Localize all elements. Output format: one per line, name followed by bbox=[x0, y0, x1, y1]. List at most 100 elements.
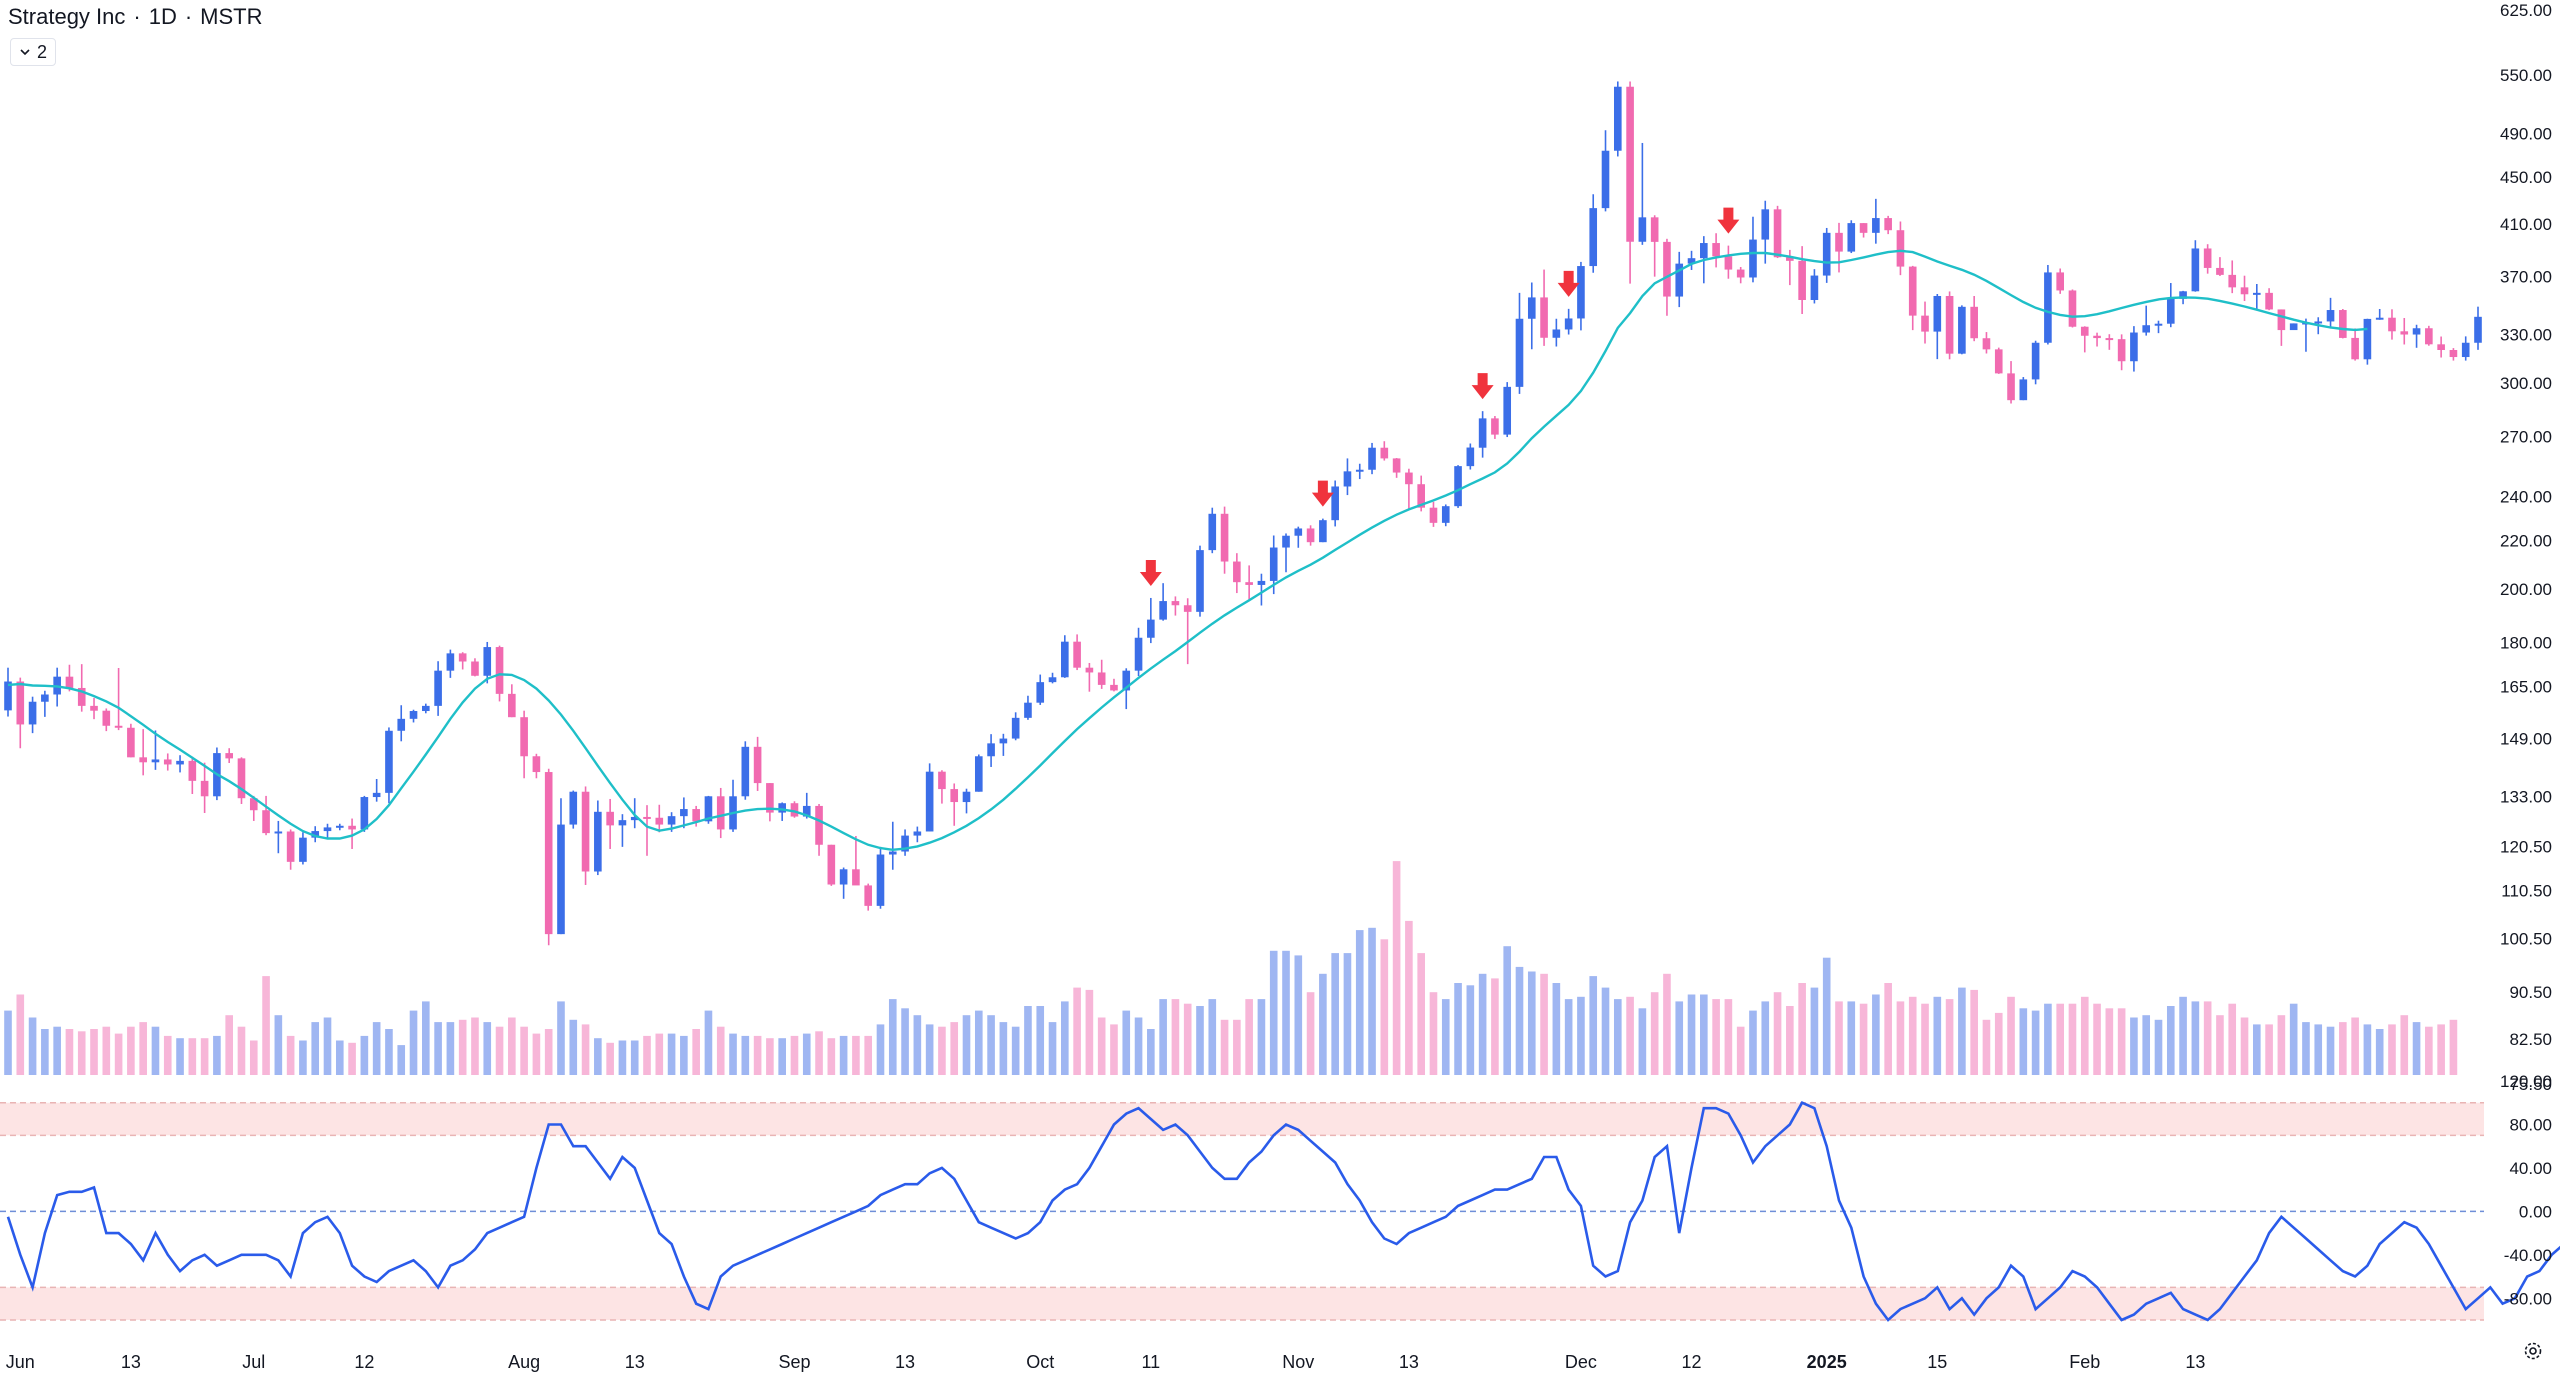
indicators-toggle-button[interactable]: 2 bbox=[10, 38, 57, 66]
volume-bar bbox=[90, 1029, 98, 1075]
candle-body bbox=[483, 647, 492, 676]
volume-bar bbox=[2400, 1015, 2409, 1075]
price-tick-label: 180.00 bbox=[2500, 634, 2552, 653]
candle-body bbox=[1380, 447, 1389, 459]
candle-body bbox=[1859, 223, 1868, 233]
volume-bar bbox=[2252, 1024, 2261, 1075]
candle-body bbox=[1970, 306, 1978, 339]
candle-body bbox=[1319, 520, 1327, 543]
oscillator-line bbox=[6, 1101, 2560, 1322]
volume-bar bbox=[1540, 973, 1548, 1075]
candle-body bbox=[2068, 290, 2077, 327]
volume-bar bbox=[114, 1033, 123, 1075]
time-tick-label: Jun bbox=[6, 1352, 35, 1372]
price-tick-label: 120.50 bbox=[2500, 837, 2552, 856]
candle-body bbox=[2240, 287, 2249, 295]
volume-bar bbox=[1220, 1019, 1229, 1075]
volume-bar bbox=[2240, 1017, 2249, 1075]
price-tick-label: 82.50 bbox=[2509, 1030, 2552, 1049]
time-tick-label: 13 bbox=[1399, 1352, 1419, 1372]
candle-body bbox=[630, 816, 639, 821]
volume-bar bbox=[385, 1029, 393, 1075]
volume-bar bbox=[1319, 973, 1327, 1075]
candle-body bbox=[2375, 317, 2384, 320]
price-tick-label: 625.00 bbox=[2500, 1, 2552, 20]
candle-body bbox=[1024, 702, 1032, 718]
volume-bar bbox=[1208, 999, 1217, 1075]
volume-bar bbox=[1429, 992, 1438, 1075]
candle-body bbox=[1122, 670, 1131, 691]
signal-arrow-icon bbox=[1471, 373, 1494, 400]
volume-bar bbox=[1282, 950, 1290, 1075]
volume-bar bbox=[729, 1033, 737, 1075]
candle-body bbox=[1958, 306, 1966, 354]
candle-body bbox=[151, 759, 160, 763]
candle-body bbox=[2203, 248, 2212, 268]
volume-bar bbox=[151, 1026, 160, 1075]
volume-bar bbox=[1478, 973, 1487, 1075]
candle-body bbox=[4, 681, 12, 711]
candle-body bbox=[802, 805, 811, 817]
candle-body bbox=[1589, 208, 1598, 267]
volume-bar bbox=[2388, 1024, 2396, 1075]
settings-button[interactable] bbox=[2520, 1340, 2546, 1366]
volume-bar bbox=[200, 1038, 209, 1075]
candle-body bbox=[790, 803, 799, 817]
volume-bar bbox=[188, 1038, 197, 1075]
price-tick-label: 165.00 bbox=[2500, 678, 2552, 697]
candle-body bbox=[1896, 230, 1905, 267]
volume-bar bbox=[1921, 1003, 1929, 1075]
volume-bar bbox=[1122, 1010, 1131, 1075]
candle-body bbox=[2449, 350, 2458, 358]
volume-bar bbox=[2351, 1017, 2359, 1075]
volume-bar bbox=[2265, 1024, 2273, 1075]
volume-bar bbox=[741, 1035, 750, 1075]
volume-bar bbox=[213, 1035, 221, 1075]
volume-bar bbox=[77, 1031, 86, 1075]
candle-body bbox=[581, 791, 590, 872]
volume-bar bbox=[323, 1017, 332, 1075]
candle-body bbox=[1085, 667, 1094, 673]
price-tick-label: 490.00 bbox=[2500, 125, 2552, 144]
volume-bar bbox=[1613, 999, 1622, 1075]
volume-bars bbox=[4, 861, 2458, 1075]
time-tick-label: 13 bbox=[2185, 1352, 2205, 1372]
volume-bar bbox=[1847, 1001, 1856, 1075]
volume-bar bbox=[606, 1042, 614, 1075]
candle-body bbox=[274, 831, 283, 834]
candle-body bbox=[766, 783, 774, 813]
price-tick-label: 370.00 bbox=[2500, 267, 2552, 286]
candle-body bbox=[1945, 295, 1954, 354]
oversold-band bbox=[0, 1287, 2484, 1320]
price-tick-label: 110.50 bbox=[2501, 881, 2552, 900]
volume-bar bbox=[41, 1029, 49, 1075]
volume-bar bbox=[2363, 1024, 2372, 1075]
candle-body bbox=[2277, 309, 2286, 331]
volume-bar bbox=[1994, 1012, 2003, 1075]
candle-body bbox=[1761, 209, 1770, 240]
candle-body bbox=[2080, 326, 2089, 336]
volume-bar bbox=[1061, 1001, 1069, 1075]
signal-arrows bbox=[1139, 207, 1740, 586]
candle-body bbox=[2412, 328, 2421, 335]
volume-bar bbox=[1700, 994, 1708, 1075]
candle-body bbox=[2228, 274, 2237, 288]
candle-body bbox=[1884, 218, 1892, 231]
volume-bar bbox=[1159, 999, 1167, 1075]
volume-bar bbox=[790, 1035, 799, 1075]
candle-body bbox=[999, 738, 1008, 744]
candle-body bbox=[1577, 266, 1585, 319]
volume-bar bbox=[2080, 996, 2089, 1075]
volume-bar bbox=[680, 1035, 688, 1075]
volume-bar bbox=[2289, 1003, 2298, 1075]
candle-body bbox=[114, 725, 123, 728]
ema-line bbox=[7, 249, 2368, 852]
volume-bar bbox=[2437, 1024, 2445, 1075]
candle-body bbox=[1724, 256, 1733, 270]
candle-body bbox=[2142, 325, 2151, 333]
volume-bar bbox=[1085, 989, 1094, 1075]
volume-bar bbox=[938, 1026, 946, 1075]
candle-body bbox=[704, 796, 713, 822]
